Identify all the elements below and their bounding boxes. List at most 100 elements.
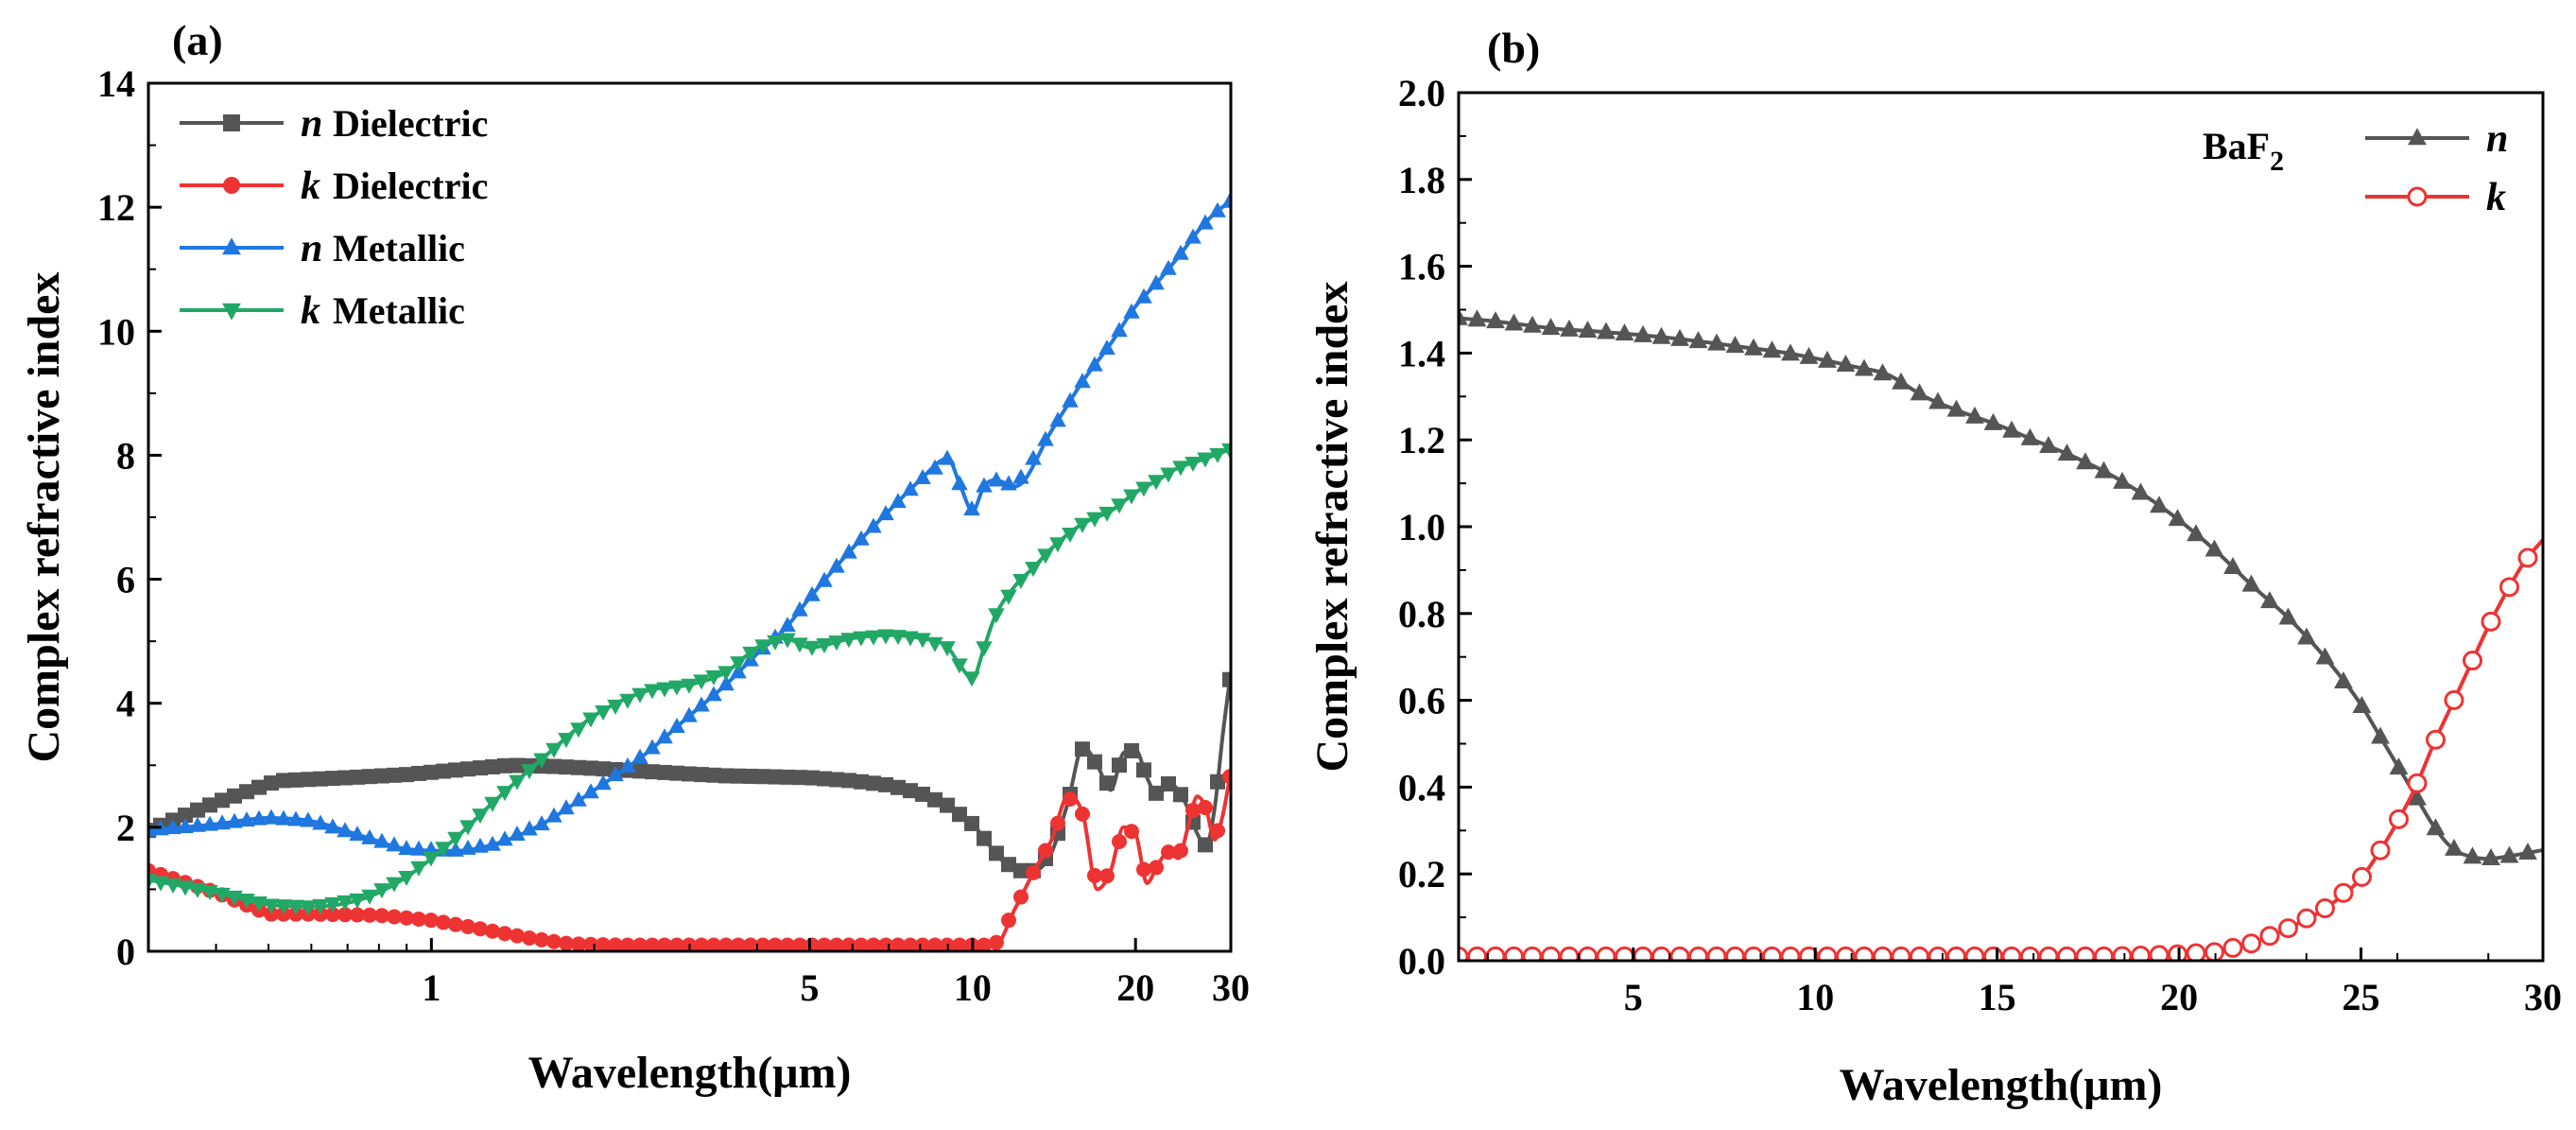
series-k-dielectric-marker [1112, 833, 1127, 849]
series-n-dielectric-marker [546, 758, 562, 774]
series-k-metallic-marker [816, 637, 833, 653]
series-n-baf2-marker [1707, 333, 1726, 351]
series-n-dielectric-marker [239, 784, 254, 800]
series-k-baf2-marker [2131, 946, 2151, 961]
series-k-dielectric-marker [1050, 815, 1065, 831]
legend-marker [222, 237, 241, 255]
series-n-baf2-marker [2150, 495, 2169, 513]
series-k-metallic-marker [1172, 461, 1189, 477]
series-k-metallic-marker [742, 646, 759, 662]
series-k-baf2-marker [1928, 946, 1948, 961]
series-n-metallic-marker [509, 825, 526, 841]
series-n-dielectric-marker [1112, 757, 1127, 774]
series-k-baf2-marker [2001, 946, 2022, 961]
series-n-metallic-marker [607, 766, 624, 782]
legend-symbol: k [301, 165, 320, 208]
series-n-dielectric-marker [768, 769, 783, 785]
series-n-baf2-marker [2241, 574, 2261, 592]
series-k-metallic-marker [754, 639, 771, 655]
legend-marker [2408, 128, 2427, 146]
series-n-baf2-marker [1744, 338, 1763, 356]
series-k-metallic-marker [1148, 475, 1165, 491]
x-tick-label: 25 [2343, 976, 2380, 1018]
series-k-dielectric-marker [1099, 868, 1115, 884]
series-k-baf2-marker [2094, 946, 2114, 961]
series-n-baf2-marker [1873, 363, 1893, 381]
series-n-dielectric-markers [148, 671, 1231, 878]
series-k-metallic-marker [201, 885, 218, 901]
series-k-baf2-marker [1762, 946, 1782, 961]
y-tick-label: 12 [97, 186, 135, 229]
series-k-metallic-marker [939, 641, 956, 657]
series-n-dielectric-marker [424, 764, 439, 780]
series-n-metallic-marker [337, 822, 354, 838]
legend-entry: n [2365, 117, 2508, 161]
series-n-metallic-marker [668, 717, 685, 733]
series-k-metallic-marker [459, 820, 476, 836]
legend-label: Dielectric [333, 102, 488, 145]
series-k-dielectric-marker [546, 933, 562, 949]
series-k-baf2-marker [2407, 773, 2428, 793]
series-k-baf2-marker [2444, 689, 2464, 710]
series-n-baf2-marker [2057, 443, 2077, 461]
series-n-dielectric-marker [743, 768, 758, 784]
series-n-metallic-markers [148, 192, 1231, 857]
series-k-metallic-marker [484, 796, 501, 812]
series-n-metallic-marker [361, 828, 378, 844]
series-k-baf2-marker [2222, 937, 2243, 958]
series-n-dielectric-marker [1099, 775, 1115, 791]
series-n-metallic-marker [877, 505, 894, 521]
series-n-metallic-marker [951, 475, 968, 491]
series-k-baf2-marker [2241, 933, 2261, 954]
series-k-metallic-marker [349, 893, 366, 909]
series-n-dielectric-marker [1136, 762, 1151, 778]
series-k-baf2-marker [1522, 946, 1543, 961]
series-k-metallic-marker [570, 722, 587, 739]
series-k-metallic-marker [1184, 457, 1202, 473]
series-k-metallic-marker [148, 874, 157, 890]
series-k-baf2-marker [1633, 946, 1653, 961]
series-k-baf2-marker [2259, 926, 2280, 947]
series-k-metallic-marker [914, 633, 931, 649]
series-n-dielectric-marker [1075, 741, 1090, 757]
series-k-baf2-marker [2481, 611, 2501, 632]
series-k-dielectric-marker [460, 918, 475, 934]
series-n-baf2-marker [2039, 436, 2058, 454]
series-n-baf2-marker [1836, 355, 1856, 373]
y-tick-label: 1.8 [1398, 159, 1445, 201]
series-n-dielectric-marker [301, 772, 316, 788]
series-n-metallic-marker [349, 826, 366, 842]
series-n-metallic-marker [631, 748, 648, 764]
x-tick-label: 30 [2524, 976, 2562, 1018]
series-n-baf2-marker [1523, 315, 1542, 333]
series-k-metallic-marker [226, 890, 243, 906]
series-k-metallic-marker [644, 684, 661, 700]
series-k-metallic-marker [877, 629, 894, 645]
series-n-dielectric-marker [940, 797, 955, 813]
series-k-baf2 [1459, 538, 2543, 961]
series-n-metallic-marker [287, 810, 304, 826]
series-n-metallic-marker [816, 571, 833, 587]
series-n-dielectric-marker [829, 772, 844, 788]
series-n-metallic-marker [644, 739, 661, 755]
series-k-metallic-marker [607, 699, 624, 715]
series-k-metallic-marker [496, 786, 513, 802]
series-k-baf2-marker [1706, 946, 1727, 961]
series-n-dielectric-marker [251, 779, 267, 795]
series-n-metallic-marker [1012, 468, 1029, 484]
series-n-metallic-marker [1062, 391, 1079, 408]
series-k-dielectric-marker [608, 937, 623, 951]
series-k-dielectric-marker [620, 937, 635, 951]
legend: nk [2365, 117, 2508, 219]
series-k-metallic-markers [148, 443, 1231, 916]
legend-label: Metallic [333, 227, 465, 269]
series-n-dielectric-marker [1210, 774, 1225, 790]
series-k-metallic-marker [410, 861, 427, 877]
y-axis-label: Complex refractive index [19, 272, 69, 763]
y-tick-label: 6 [116, 559, 135, 601]
series-n-metallic-marker [717, 675, 735, 691]
series-k-metallic-marker [238, 893, 255, 909]
series-k-dielectric-marker [1038, 843, 1053, 859]
legend-label: Dielectric [333, 165, 488, 207]
series-k-baf2-marker [2370, 840, 2391, 861]
